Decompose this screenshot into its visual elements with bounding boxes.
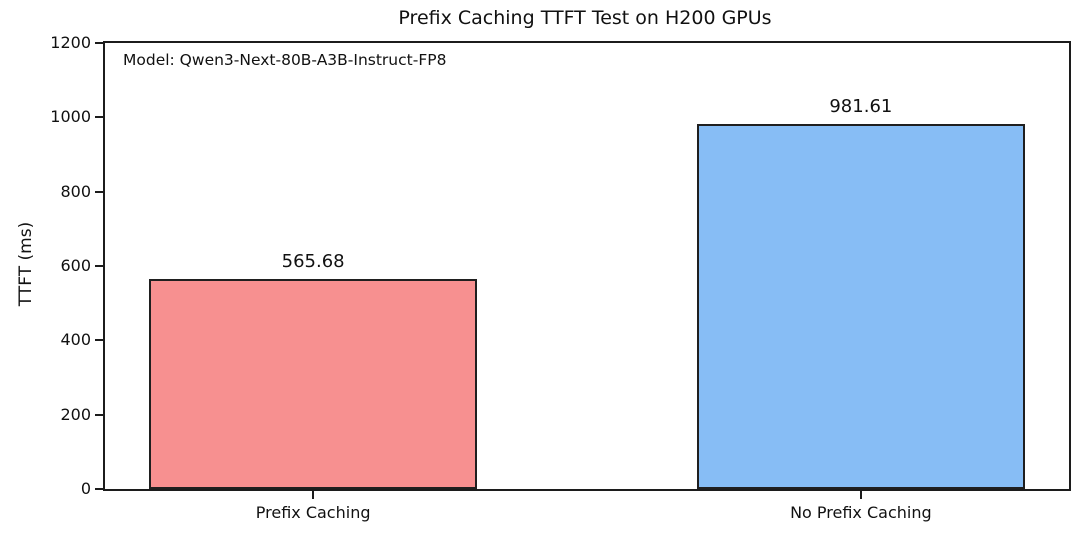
model-annotation: Model: Qwen3-Next-80B-A3B-Instruct-FP8 (123, 51, 447, 69)
y-tick-mark (95, 413, 103, 416)
y-tick-mark (95, 42, 103, 44)
bar-value-label: 981.61 (829, 96, 893, 118)
y-tick-mark (95, 339, 103, 342)
y-tick-label: 200 (60, 404, 91, 424)
y-tick-mark (95, 488, 103, 490)
x-tick-mark (312, 491, 315, 499)
y-tick-mark (95, 116, 103, 119)
y-tick-label: 400 (60, 330, 91, 350)
y-tick-mark (95, 265, 103, 267)
x-tick-mark (859, 491, 862, 499)
y-tick-label: 1200 (50, 33, 91, 52)
bar-prefix-caching (148, 278, 478, 489)
x-tick-label: Prefix Caching (255, 503, 371, 522)
y-tick-label: 800 (60, 181, 91, 201)
chart-title: Prefix Caching TTFT Test on H200 GPUs (398, 7, 772, 29)
y-tick-mark (95, 190, 103, 193)
y-tick-label: 600 (60, 256, 91, 275)
plot-area: Model: Qwen3-Next-80B-A3B-Instruct-FP8 0… (50, 33, 1071, 522)
y-tick-label: 1000 (50, 107, 91, 127)
x-tick-label: No Prefix Caching (790, 503, 932, 522)
bar-value-label: 565.68 (281, 250, 345, 272)
y-tick-label: 0 (80, 479, 91, 498)
bar-no-prefix-caching (696, 124, 1026, 489)
